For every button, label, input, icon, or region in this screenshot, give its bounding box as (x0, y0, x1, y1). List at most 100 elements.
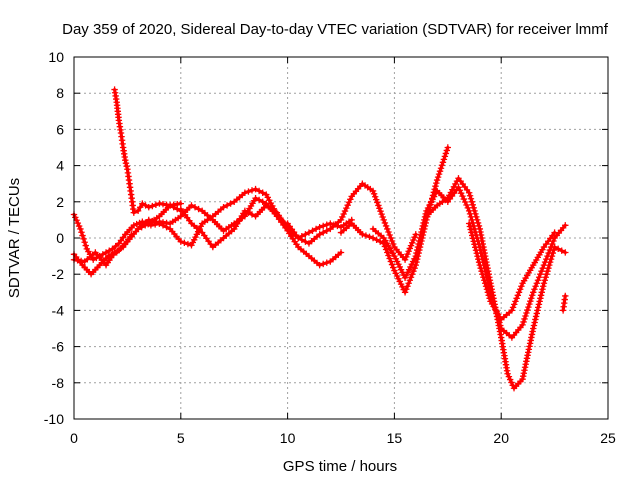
sample-marker (404, 250, 411, 258)
sample-marker (513, 295, 520, 302)
y-tick-label: 8 (56, 85, 64, 101)
sample-marker (468, 229, 475, 236)
sample-marker (382, 222, 390, 230)
data-point-marker (166, 202, 174, 209)
sample-marker (537, 295, 544, 302)
sample-marker (298, 236, 306, 244)
sample-marker (122, 159, 130, 167)
data-point-marker (177, 238, 184, 245)
data-point-marker (139, 200, 146, 207)
sample-marker (443, 147, 451, 154)
sample-marker (540, 283, 547, 290)
sample-marker (362, 232, 370, 239)
sample-marker (344, 201, 351, 209)
sample-marker (547, 255, 555, 263)
sample-marker (74, 219, 82, 227)
sample-marker (533, 280, 540, 287)
sample-marker (302, 231, 309, 238)
sample-marker (386, 231, 393, 239)
sample-marker (405, 280, 412, 287)
sample-marker (435, 170, 443, 178)
sample-marker (420, 219, 427, 227)
data-point-marker (465, 189, 473, 196)
data-point-marker (465, 220, 473, 227)
data-point-marker (540, 280, 548, 287)
x-tick-label: 15 (387, 430, 403, 446)
y-tick-label: -4 (52, 302, 65, 318)
sample-marker (320, 260, 327, 268)
sample-marker (418, 225, 426, 233)
sample-marker (467, 226, 474, 233)
sample-marker (537, 271, 544, 278)
sample-marker (413, 249, 420, 257)
series-satellite-track-11 (423, 175, 569, 392)
sample-marker (457, 190, 465, 197)
sample-marker (181, 239, 188, 247)
data-point-marker (134, 207, 142, 215)
sample-marker (509, 304, 517, 311)
sample-marker (136, 219, 143, 227)
sample-marker (370, 190, 378, 198)
sample-marker (417, 231, 424, 239)
sample-marker (472, 247, 480, 254)
sample-marker (545, 264, 552, 272)
sample-marker (416, 234, 424, 242)
data-point-marker (551, 243, 558, 251)
sample-marker (195, 205, 202, 213)
sample-marker (433, 179, 440, 187)
sample-marker (536, 298, 543, 305)
sample-marker (259, 198, 266, 205)
x-tick-label: 25 (600, 430, 616, 446)
data-point-marker (369, 187, 377, 195)
sample-marker (473, 213, 480, 221)
sample-marker (483, 286, 491, 293)
sample-marker (415, 240, 422, 248)
sample-marker (137, 204, 144, 211)
data-point-marker (412, 252, 419, 260)
sample-marker (320, 229, 327, 236)
sample-marker (456, 187, 464, 194)
data-point-marker (412, 261, 419, 269)
sample-marker (387, 258, 395, 265)
sample-marker (373, 236, 380, 244)
sample-marker (550, 246, 557, 254)
sample-marker (384, 225, 391, 233)
sample-marker (302, 238, 309, 245)
sample-marker (474, 219, 482, 227)
sample-marker (410, 267, 417, 275)
sample-marker (508, 379, 515, 386)
data-point-marker (295, 234, 302, 242)
sample-marker (518, 283, 525, 290)
sample-marker (142, 202, 149, 209)
sample-marker (421, 216, 428, 224)
y-tick-label: 10 (48, 49, 64, 65)
sample-marker (379, 213, 386, 221)
sample-marker (527, 297, 534, 305)
sample-marker (520, 318, 527, 326)
sample-marker (245, 209, 252, 216)
sample-marker (152, 201, 160, 209)
data-point-marker (380, 216, 387, 224)
sample-marker (522, 312, 529, 320)
sample-marker (403, 286, 410, 293)
sample-marker (371, 193, 379, 200)
data-point-marker (530, 289, 537, 296)
y-tick-label: 0 (56, 230, 64, 246)
sample-marker (432, 183, 439, 190)
sample-marker (323, 227, 330, 234)
y-tick-label: -2 (52, 266, 65, 282)
sample-marker (80, 235, 87, 243)
sample-marker (312, 225, 320, 233)
sample-marker (475, 258, 483, 266)
sample-marker (532, 316, 539, 323)
sample-marker (539, 286, 546, 293)
sample-marker (481, 280, 489, 287)
sample-marker (467, 195, 475, 202)
sample-marker (255, 187, 263, 195)
sample-marker (411, 233, 418, 241)
sample-marker (466, 223, 474, 230)
x-axis-label: GPS time / hours (283, 458, 397, 475)
sample-marker (375, 202, 382, 209)
sample-marker (471, 207, 478, 215)
sample-marker (475, 256, 482, 263)
